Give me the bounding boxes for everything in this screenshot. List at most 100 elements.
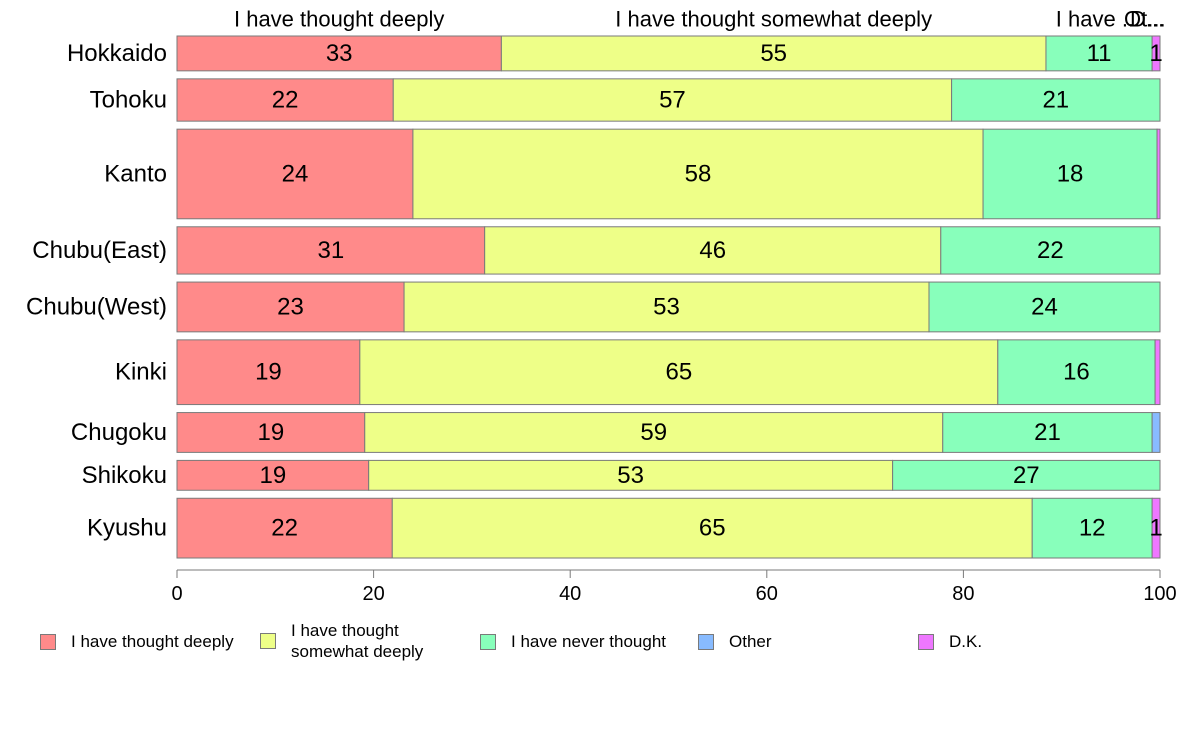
data-label: 16 <box>1063 359 1090 386</box>
data-label: 27 <box>1013 462 1040 489</box>
legend-swatch-never-thought <box>480 633 496 650</box>
bar-segment-i-have-never-thought-chubu-east <box>940 226 1161 275</box>
data-label: 19 <box>259 462 286 489</box>
data-label: 18 <box>1057 160 1084 187</box>
category-label-chubu-west: Chubu(West) <box>26 293 167 320</box>
data-label: 23 <box>277 293 304 320</box>
bar-segment-i-have-thought-deeply-hokkaido <box>176 35 502 72</box>
legend-label: D.K. <box>949 632 983 651</box>
data-label: 24 <box>1031 293 1058 320</box>
category-label-kyushu: Kyushu <box>87 515 167 542</box>
top-label-2: I have thought somewhat deeply <box>615 7 932 32</box>
bar-segment-i-have-thought-deeply-kyushu <box>176 497 393 559</box>
data-label: 22 <box>1037 237 1064 264</box>
legend-swatch-thought-somewhat-deeply <box>260 633 276 649</box>
bar-segment-i-have-never-thought-hokkaido <box>1045 35 1153 72</box>
bar-segment-d-k-kanto <box>1156 128 1161 220</box>
column-header-labels: I have thought deeply I have thought some… <box>234 7 1166 32</box>
category-label-tohoku: Tohoku <box>90 87 167 114</box>
data-label: 24 <box>282 160 309 187</box>
bar-segment-i-have-thought-deeply-kanto <box>176 128 414 220</box>
data-label: 31 <box>317 237 344 264</box>
x-tick-label: 0 <box>171 583 182 605</box>
bar-segment-d-k-kinki <box>1154 339 1161 406</box>
bar-segment-i-have-never-thought-chugoku <box>942 412 1153 453</box>
legend-item-thought-deeply: I have thought deeply <box>40 631 234 652</box>
data-label: 65 <box>665 359 692 386</box>
legend-label: I have never thought <box>511 632 667 651</box>
data-label: 21 <box>1042 87 1069 114</box>
category-label-chubu-east: Chubu(East) <box>32 237 167 264</box>
bar-segment-i-have-never-thought-shikoku <box>892 459 1161 491</box>
data-label: 53 <box>617 462 644 489</box>
category-label-shikoku: Shikoku <box>82 462 167 489</box>
data-label: 53 <box>653 293 680 320</box>
bar-segment-i-have-thought-somewhat-deeply-kyushu <box>391 497 1033 559</box>
bar-segment-d-k-hokkaido <box>1151 35 1161 72</box>
x-axis: 0 20 40 60 80 100 <box>171 569 1177 605</box>
legend-label: I have thought deeply <box>71 632 234 651</box>
bar-segment-i-have-thought-deeply-tohoku <box>176 78 394 122</box>
category-label-kinki: Kinki <box>115 359 167 386</box>
top-label-1: I have thought deeply <box>234 7 444 32</box>
legend-swatch-dk <box>918 633 934 650</box>
legend-label: Other <box>729 632 772 651</box>
bar-segment-i-have-thought-somewhat-deeply-chubu-west <box>403 281 930 333</box>
x-tick-label: 60 <box>756 583 778 605</box>
x-tick-label: 40 <box>559 583 581 605</box>
bar-segment-i-have-never-thought-kanto <box>982 128 1158 220</box>
legend-swatch-thought-deeply <box>40 633 56 650</box>
x-tick-label: 80 <box>952 583 974 605</box>
legend-label: I have thought somewhat deeply <box>291 621 424 661</box>
bar-segment-i-have-thought-deeply-chubu-east <box>176 226 486 275</box>
top-label-5: D... <box>1130 7 1164 32</box>
bar-segment-i-have-thought-somewhat-deeply-chubu-east <box>484 226 942 275</box>
bar-segment-i-have-thought-somewhat-deeply-kanto <box>412 128 984 220</box>
category-label-hokkaido: Hokkaido <box>67 40 167 67</box>
legend-item-other: Other <box>698 631 772 652</box>
data-label: 11 <box>1087 40 1112 67</box>
data-label: 57 <box>659 87 686 114</box>
data-label: 1 <box>1149 515 1162 542</box>
bar-segment-i-have-thought-deeply-chugoku <box>176 412 366 453</box>
y-axis-labels: Hokkaido Tohoku Kanto Chubu(East) Chubu(West… <box>26 40 167 542</box>
data-label: 22 <box>271 515 298 542</box>
bar-segment-i-have-never-thought-kyushu <box>1031 497 1153 559</box>
data-label: 19 <box>258 419 285 446</box>
data-label: 33 <box>326 40 353 67</box>
bar-segment-d-k-kyushu <box>1151 497 1161 559</box>
data-label: 46 <box>699 237 726 264</box>
data-label: 21 <box>1034 419 1061 446</box>
data-label: 22 <box>272 87 299 114</box>
category-label-chugoku: Chugoku <box>71 419 167 446</box>
bar-segment-i-have-thought-deeply-kinki <box>176 339 361 406</box>
bar-segment-i-have-never-thought-tohoku <box>951 78 1161 122</box>
legend-swatch-other <box>698 633 714 650</box>
legend-item-dk: D.K. <box>918 631 982 652</box>
x-tick-label: 100 <box>1143 583 1176 605</box>
data-label: 59 <box>640 419 667 446</box>
bar-segment-i-have-thought-deeply-shikoku <box>176 459 370 491</box>
bar-segment-other-chugoku <box>1151 412 1161 453</box>
bar-segment-i-have-never-thought-chubu-west <box>928 281 1161 333</box>
data-label: 1 <box>1149 40 1162 67</box>
data-label: 65 <box>699 515 726 542</box>
x-tick-label: 20 <box>362 583 384 605</box>
data-label: 55 <box>760 40 787 67</box>
data-label: 58 <box>685 160 712 187</box>
data-label: 12 <box>1079 515 1106 542</box>
legend: I have thought deeply I have thought som… <box>40 620 1180 670</box>
category-label-kanto: Kanto <box>104 160 167 187</box>
top-label-4: Ot... <box>1124 7 1166 32</box>
data-label: 19 <box>255 359 282 386</box>
bar-segment-i-have-never-thought-kinki <box>997 339 1156 406</box>
top-label-3: I have ... <box>1056 7 1140 32</box>
legend-item-never-thought: I have never thought <box>480 631 666 652</box>
bar-segment-i-have-thought-somewhat-deeply-hokkaido <box>500 35 1047 72</box>
legend-item-thought-somewhat-deeply: I have thought somewhat deeply <box>260 620 423 662</box>
bar-segment-i-have-thought-deeply-chubu-west <box>176 281 405 333</box>
bar-segment-i-have-thought-somewhat-deeply-tohoku <box>392 78 953 122</box>
bar-segment-i-have-thought-somewhat-deeply-shikoku <box>368 459 894 491</box>
